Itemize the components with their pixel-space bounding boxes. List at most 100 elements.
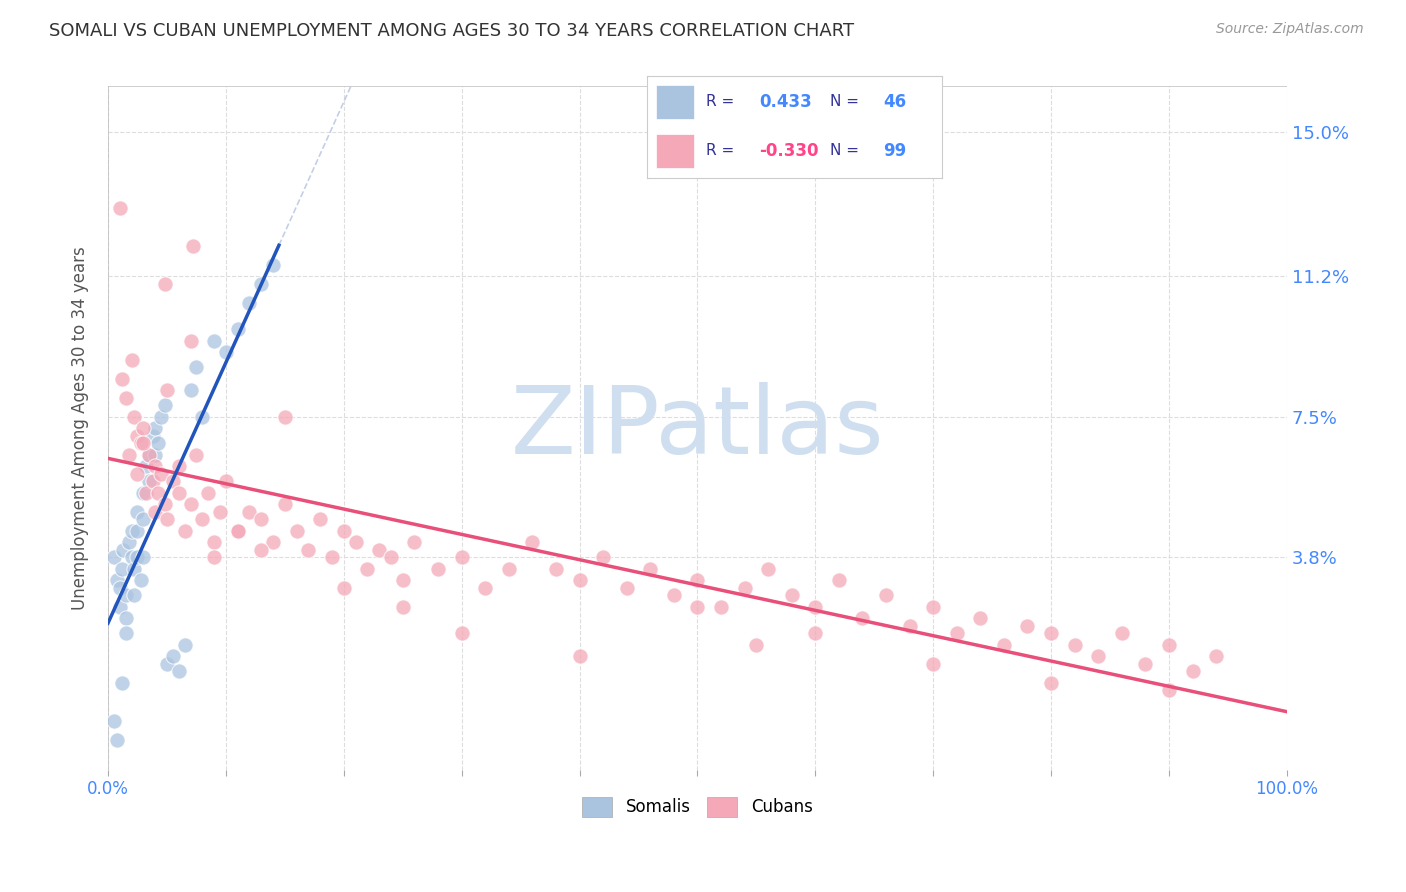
Point (262, 535, 284, 549)
Point (544, 562, 567, 576)
Point (202, 535, 225, 549)
Point (450, 550, 472, 565)
Point (167, 665, 190, 679)
Point (1205, 648, 1227, 663)
Point (142, 475, 165, 489)
Point (173, 524, 195, 538)
Point (356, 562, 378, 576)
Point (321, 550, 343, 565)
Point (143, 448, 166, 462)
Point (153, 277, 176, 291)
Point (638, 562, 661, 576)
Point (167, 485, 190, 500)
Point (143, 505, 166, 519)
Point (368, 542, 391, 557)
Point (127, 524, 149, 538)
Point (186, 448, 208, 462)
Text: ZIPatlas: ZIPatlas (510, 382, 884, 475)
Point (1040, 675, 1063, 690)
Point (179, 383, 201, 397)
Legend: Somalis, Cubans: Somalis, Cubans (575, 790, 820, 823)
Point (391, 573, 413, 587)
Point (745, 638, 768, 652)
Point (191, 409, 214, 424)
Point (108, 599, 131, 614)
Point (686, 573, 709, 587)
Point (118, 448, 141, 462)
Point (851, 611, 873, 625)
Point (146, 485, 169, 500)
Point (969, 611, 991, 625)
Point (344, 535, 367, 549)
Point (226, 524, 249, 538)
Point (122, 588, 145, 602)
Point (568, 648, 591, 663)
Point (1017, 618, 1039, 632)
Point (922, 657, 945, 671)
Point (135, 459, 157, 474)
Point (114, 611, 136, 625)
Point (179, 497, 201, 511)
Bar (655, 135, 695, 168)
Point (202, 334, 225, 348)
Text: 46: 46 (883, 93, 905, 111)
Point (127, 505, 149, 519)
Point (103, 550, 125, 565)
Point (138, 475, 160, 489)
Point (332, 524, 354, 538)
Text: SOMALI VS CUBAN UNEMPLOYMENT AMONG AGES 30 TO 34 YEARS CORRELATION CHART: SOMALI VS CUBAN UNEMPLOYMENT AMONG AGES … (49, 22, 855, 40)
Point (121, 352, 143, 367)
Point (150, 467, 173, 481)
Text: N =: N = (830, 95, 859, 110)
Point (132, 485, 155, 500)
Point (179, 334, 201, 348)
Point (710, 599, 733, 614)
Point (173, 638, 195, 652)
Point (250, 512, 273, 526)
Point (993, 638, 1015, 652)
Text: N =: N = (830, 144, 859, 158)
Point (274, 409, 297, 424)
Point (127, 550, 149, 565)
Point (522, 535, 544, 549)
Point (191, 512, 214, 526)
Point (285, 524, 308, 538)
Point (309, 512, 332, 526)
Point (156, 512, 179, 526)
Point (898, 618, 921, 632)
Point (122, 409, 145, 424)
Point (129, 436, 152, 450)
Point (828, 573, 851, 587)
Point (108, 201, 131, 215)
Point (756, 562, 779, 576)
Text: 0.433: 0.433 (759, 93, 811, 111)
Point (734, 581, 756, 595)
Point (143, 459, 166, 474)
Point (181, 239, 204, 253)
Point (474, 581, 496, 595)
Point (107, 732, 129, 747)
Point (804, 599, 827, 614)
Point (226, 322, 249, 336)
Text: Source: ZipAtlas.com: Source: ZipAtlas.com (1216, 22, 1364, 37)
Point (143, 421, 166, 435)
Point (111, 562, 134, 576)
Point (1111, 626, 1133, 640)
Point (186, 360, 208, 375)
Point (127, 467, 149, 481)
Point (108, 581, 131, 595)
Point (132, 421, 155, 435)
Point (380, 550, 402, 565)
Point (156, 383, 179, 397)
Point (114, 626, 136, 640)
Point (146, 436, 169, 450)
Point (153, 398, 176, 412)
Point (274, 497, 297, 511)
Point (121, 550, 143, 565)
Point (107, 573, 129, 587)
Point (138, 448, 160, 462)
Point (153, 497, 176, 511)
Point (297, 542, 319, 557)
Point (162, 648, 184, 663)
Point (132, 512, 155, 526)
